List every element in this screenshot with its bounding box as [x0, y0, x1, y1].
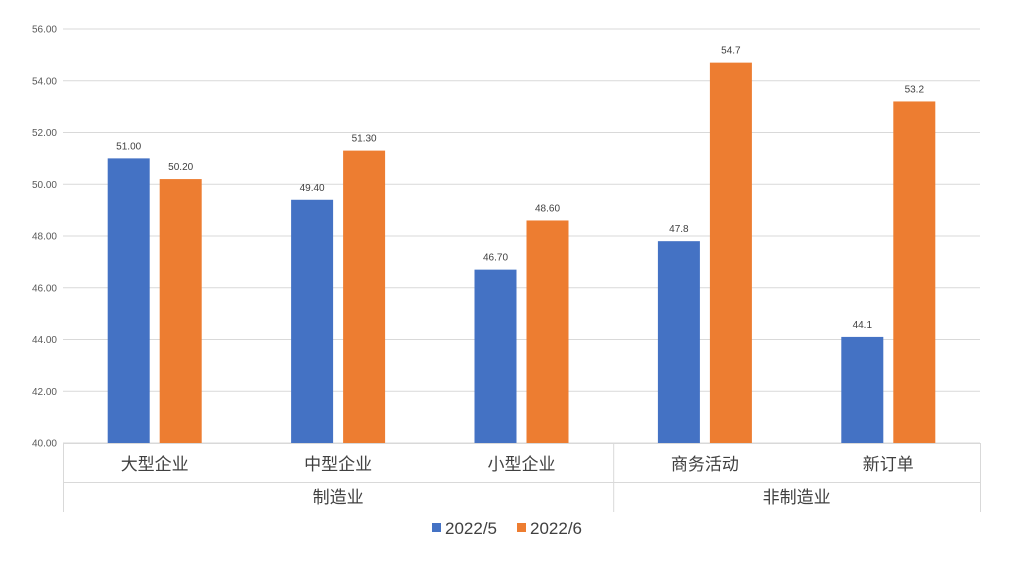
- bars: [107, 62, 936, 444]
- y-tick-label: 56.00: [32, 25, 57, 36]
- bar-series2: [893, 101, 936, 443]
- bar-series1: [107, 158, 150, 443]
- data-label: 51.00: [116, 141, 141, 152]
- y-tick-label: 52.00: [32, 128, 57, 139]
- legend-item: 2022/6: [517, 519, 582, 538]
- bar-series1: [474, 269, 517, 443]
- y-tick-label: 48.00: [32, 232, 57, 243]
- y-tick-label: 50.00: [32, 180, 57, 191]
- category-label: 新订单: [863, 455, 914, 475]
- data-label: 48.60: [535, 203, 560, 214]
- legend-swatch: [517, 523, 526, 532]
- data-label: 50.20: [168, 162, 193, 173]
- group-label: 制造业: [313, 488, 364, 508]
- category-label: 中型企业: [304, 455, 372, 475]
- data-label: 53.2: [905, 84, 925, 95]
- group-label: 非制造业: [763, 488, 831, 508]
- data-label: 46.70: [483, 253, 508, 264]
- data-label: 51.30: [352, 134, 377, 145]
- data-label: 44.1: [853, 320, 873, 331]
- data-label: 49.40: [300, 183, 325, 194]
- legend-label: 2022/6: [530, 519, 582, 538]
- data-label: 54.7: [721, 46, 741, 57]
- bar-series1: [841, 336, 884, 443]
- legend: 2022/5 2022/6: [432, 519, 582, 538]
- y-tick-label: 54.00: [32, 76, 57, 87]
- y-axis: 40.00 42.00 44.00 46.00 48.00 50.00 52.00 54.00…: [32, 25, 57, 450]
- category-label: 商务活动: [671, 455, 739, 475]
- bar-series1: [657, 241, 700, 443]
- y-tick-label: 40.00: [32, 439, 57, 450]
- category-label: 大型企业: [121, 455, 189, 475]
- bar-series1: [291, 199, 334, 443]
- y-tick-label: 44.00: [32, 335, 57, 346]
- legend-item: 2022/5: [432, 519, 497, 538]
- category-label: 小型企业: [488, 455, 556, 475]
- bar-series2: [343, 150, 386, 444]
- data-label: 47.8: [669, 224, 689, 235]
- y-tick-label: 42.00: [32, 387, 57, 398]
- y-tick-label: 46.00: [32, 283, 57, 294]
- bar-series2: [159, 179, 202, 443]
- legend-label: 2022/5: [445, 519, 497, 538]
- data-labels: 51.00 50.20 49.40 51.30 46.70 48.60 47.8 54.7 44…: [116, 46, 924, 331]
- legend-swatch: [432, 523, 441, 532]
- bar-series2: [526, 220, 569, 443]
- gridlines: [63, 28, 980, 444]
- bar-series2: [709, 62, 752, 443]
